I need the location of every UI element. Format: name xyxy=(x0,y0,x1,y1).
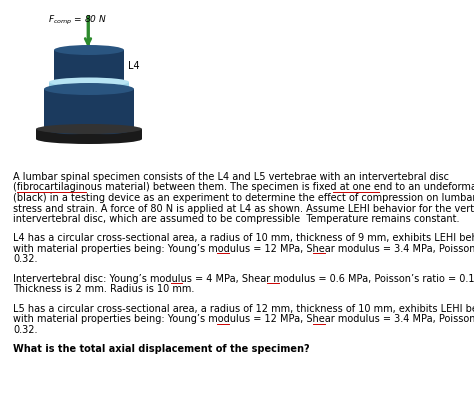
Text: L4: L4 xyxy=(128,61,140,71)
Ellipse shape xyxy=(36,134,142,144)
Bar xyxy=(36,129,142,139)
Text: with material properties being: Young’s modulus = 12 MPa, Shear modulus = 3.4 MP: with material properties being: Young’s … xyxy=(13,314,474,324)
Text: 0.32.: 0.32. xyxy=(13,254,37,264)
Bar xyxy=(44,89,134,129)
Text: stress and strain. A force of 80 N is applied at L4 as shown. Assume LEHI behavi: stress and strain. A force of 80 N is ap… xyxy=(13,204,474,214)
Text: (black) in a testing device as an experiment to determine the effect of compress: (black) in a testing device as an experi… xyxy=(13,193,474,203)
Text: with material properties being: Young’s modulus = 12 MPa, Shear modulus = 3.4 MP: with material properties being: Young’s … xyxy=(13,244,474,254)
Bar xyxy=(54,50,124,82)
Text: 0.32.: 0.32. xyxy=(13,325,37,335)
Text: L5 has a circular cross-sectional area, a radius of 12 mm, thickness of 10 mm, e: L5 has a circular cross-sectional area, … xyxy=(13,304,474,314)
Ellipse shape xyxy=(54,77,124,87)
Text: (fibrocartilaginous material) between them. The specimen is fixed at one end to : (fibrocartilaginous material) between th… xyxy=(13,183,474,193)
Ellipse shape xyxy=(44,83,134,95)
Ellipse shape xyxy=(54,45,124,55)
Ellipse shape xyxy=(36,124,142,134)
Text: Intervertebral disc: Young’s modulus = 4 MPa, Shear modulus = 0.6 MPa, Poisson’s: Intervertebral disc: Young’s modulus = 4… xyxy=(13,274,474,284)
Ellipse shape xyxy=(49,77,129,87)
Text: Thickness is 2 mm. Radius is 10 mm.: Thickness is 2 mm. Radius is 10 mm. xyxy=(13,285,194,295)
Bar xyxy=(49,82,129,89)
Ellipse shape xyxy=(49,85,129,94)
Text: $F_{comp}$ = 80 N: $F_{comp}$ = 80 N xyxy=(48,14,107,27)
Text: L4 has a circular cross-sectional area, a radius of 10 mm, thickness of 9 mm, ex: L4 has a circular cross-sectional area, … xyxy=(13,233,474,243)
Text: A lumbar spinal specimen consists of the L4 and L5 vertebrae with an interverteb: A lumbar spinal specimen consists of the… xyxy=(13,172,449,182)
Text: What is the total axial displacement of the specimen?: What is the total axial displacement of … xyxy=(13,343,310,353)
Text: intervertebral disc, which are assumed to be compressible  Temperature remains c: intervertebral disc, which are assumed t… xyxy=(13,214,459,224)
Ellipse shape xyxy=(44,123,134,135)
